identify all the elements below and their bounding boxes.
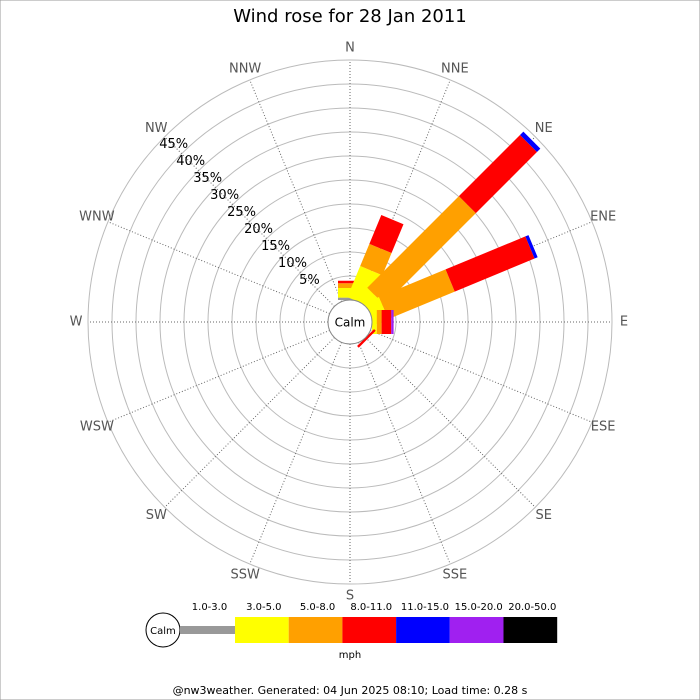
bar-segment [381,215,404,225]
spoke [107,329,330,423]
r-tick-label: 15% [261,239,290,254]
spoke [365,337,536,508]
direction-label: SSW [230,568,260,583]
legend-unit: mph [339,650,361,661]
legend-swatch [288,617,343,643]
direction-label: NE [535,121,553,136]
r-tick-label: 20% [244,222,273,237]
legend-swatch [449,617,504,643]
bar-segment [369,215,404,254]
legend-label: 20.0-50.0 [508,602,556,613]
legend-swatch [342,617,397,643]
calm-label: Calm [335,316,366,330]
direction-label: ESE [591,419,616,434]
direction-label: WNW [79,210,115,225]
legend-swatch [503,617,558,643]
bar-segment [360,243,392,276]
bar-segment [367,196,476,305]
legend-swatch [235,617,289,643]
spoke [107,221,330,315]
chart-title: Wind rose for 28 Jan 2011 [233,6,467,27]
direction-label: N [345,41,355,56]
spoke [249,79,343,302]
legend-label: 5.0-8.0 [300,602,335,613]
legend-label: 8.0-11.0 [350,602,392,613]
r-tick-label: 5% [299,273,320,288]
legend-label: 15.0-20.0 [455,602,503,613]
direction-label: NW [145,121,168,136]
r-tick-label: 30% [210,188,239,203]
spoke [164,337,335,508]
r-tick-label: 25% [227,205,256,220]
bar-segment [381,310,392,334]
spoke [249,342,343,565]
bar-segment [376,310,382,334]
direction-label: SE [536,508,552,523]
spoke [357,342,451,565]
direction-label: SW [146,508,167,523]
legend-label: 11.0-15.0 [401,602,449,613]
r-tick-label: 35% [193,171,222,186]
legend-calm-label: Calm [150,626,176,637]
bar-segment [519,131,541,153]
bar-segment [445,236,535,292]
direction-label: S [346,589,354,604]
legend-label: 3.0-5.0 [246,602,281,613]
r-tick-label: 10% [278,256,307,271]
outer-ring [87,59,613,585]
direction-label: NNE [441,61,469,76]
bar-segment [357,329,376,348]
legend-swatch [180,626,235,634]
direction-label: E [620,315,628,330]
spoke [370,329,593,423]
direction-label: W [70,315,83,330]
r-tick-label: 40% [176,154,205,169]
direction-label: ENE [590,210,616,225]
direction-label: WSW [80,419,114,434]
r-tick-label: 45% [159,137,188,152]
spoke [164,136,335,307]
direction-label: NNW [229,61,261,76]
bar-segment [525,235,538,259]
footer: @nw3weather. Generated: 04 Jun 2025 08:1… [173,684,528,697]
bar-segment [372,310,377,334]
legend-label: 1.0-3.0 [192,602,227,613]
direction-label: SSE [442,568,467,583]
bar-segment [391,310,394,334]
legend-swatch [396,617,450,643]
bar-segment [458,135,537,214]
calm-circle [327,299,373,345]
bar-segment [379,269,455,320]
